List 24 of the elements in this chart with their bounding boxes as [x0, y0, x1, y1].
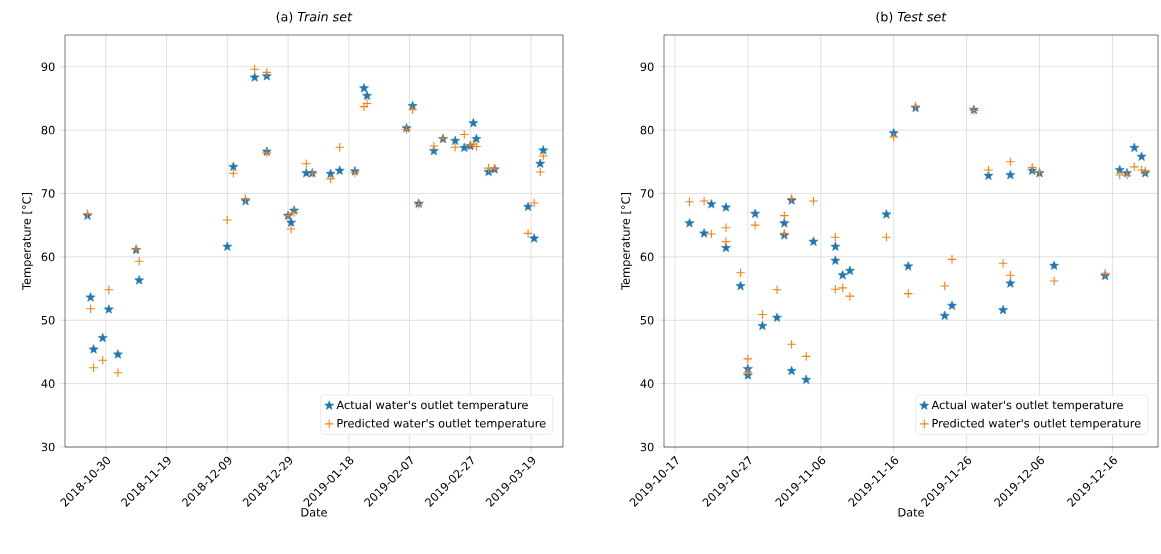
- y-axis-title: Temperature [°C]: [621, 193, 633, 290]
- y-tick-label: 80: [640, 125, 654, 135]
- legend-label: Predicted water's outlet temperature: [337, 418, 546, 430]
- x-axis-title: Date: [898, 508, 924, 517]
- x-axis-title: Date: [301, 508, 327, 517]
- y-tick-label: 70: [640, 189, 654, 198]
- y-tick-label: 60: [640, 252, 654, 262]
- y-tick-label: 30: [41, 442, 55, 452]
- y-tick-label: 70: [41, 189, 55, 198]
- y-tick-label: 80: [41, 125, 55, 135]
- legend-label: Actual water's outlet temperature: [336, 400, 528, 412]
- y-tick-label: 50: [640, 315, 654, 325]
- y-tick-label: 40: [640, 379, 654, 388]
- y-tick-label: 90: [640, 62, 654, 71]
- y-tick-label: 50: [41, 315, 55, 325]
- y-tick-label: 60: [41, 252, 55, 262]
- legend-label: Actual water's outlet temperature: [931, 400, 1123, 412]
- legend-label: Predicted water's outlet temperature: [932, 418, 1141, 430]
- y-tick-label: 30: [640, 442, 654, 452]
- chart-title: (a) Train set: [276, 11, 353, 23]
- y-tick-label: 90: [41, 62, 55, 71]
- y-axis-title: Temperature [°C]: [22, 193, 34, 290]
- chart-title: (b) Test set: [876, 11, 947, 23]
- y-tick-label: 40: [41, 379, 55, 388]
